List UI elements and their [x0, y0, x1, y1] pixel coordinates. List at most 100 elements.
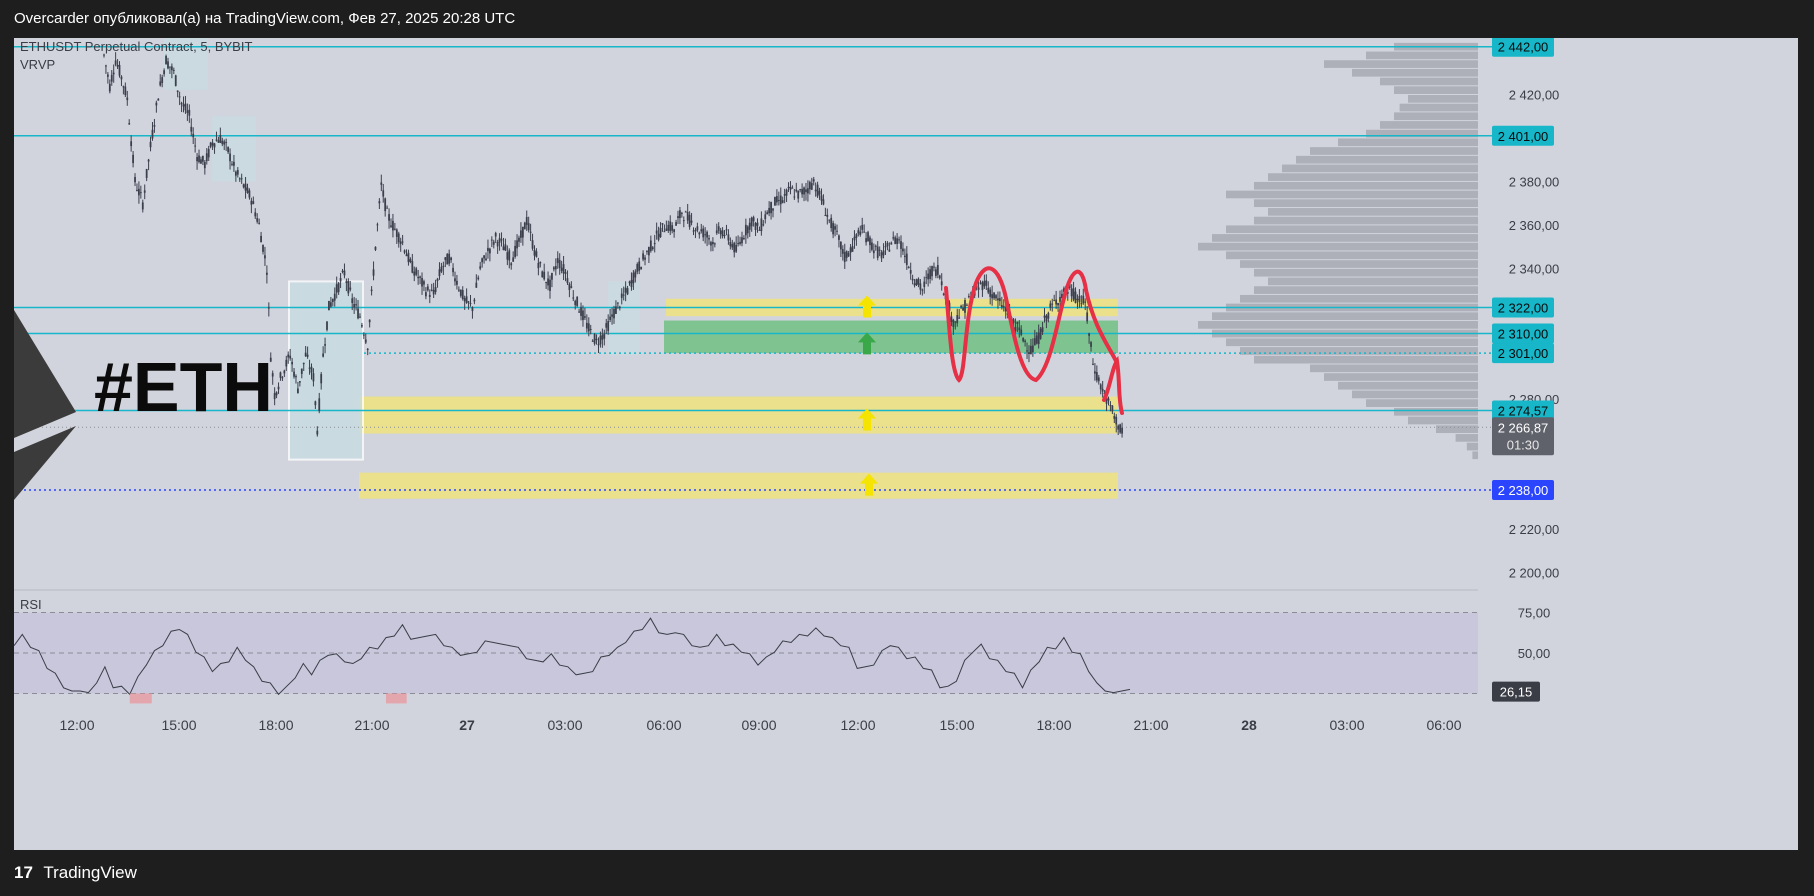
publisher-header: Overcarder опубликовал(а) на TradingView…	[0, 0, 1814, 38]
candle-body	[372, 269, 375, 276]
candle-body	[339, 278, 342, 282]
candle-body	[341, 270, 344, 272]
candle-body	[180, 102, 183, 105]
candle-body	[861, 225, 864, 230]
candle-body	[760, 218, 763, 232]
candle-body	[444, 257, 447, 260]
candle-body	[764, 214, 767, 220]
candle-body	[108, 83, 111, 92]
time-tick-label: 06:00	[1426, 717, 1461, 733]
candle-body	[793, 196, 796, 198]
candle-body	[549, 279, 551, 291]
chart-frame[interactable]: #ETH ETHUSDT Perpetual Contract, 5, BYBI…	[14, 38, 1798, 850]
candle-body	[471, 307, 474, 312]
vrvp-legend[interactable]: VRVP	[20, 57, 55, 72]
candle-body	[925, 277, 928, 279]
candle-body	[201, 155, 204, 162]
candle-body	[436, 278, 439, 281]
candle-body	[863, 231, 866, 233]
candle-body	[537, 262, 540, 269]
candle-body	[456, 280, 458, 285]
volume-profile-bar	[1394, 112, 1478, 121]
candle-body	[287, 354, 290, 358]
candle-body	[134, 177, 136, 183]
symbol-legend[interactable]: ETHUSDT Perpetual Contract, 5, BYBIT	[20, 39, 252, 54]
candle-body	[673, 229, 676, 232]
candle-body	[622, 294, 625, 296]
candle-body	[539, 261, 542, 264]
candle-body	[527, 223, 530, 231]
candle-body	[215, 139, 218, 141]
candle-body	[737, 242, 740, 245]
volume-profile-bar	[1254, 268, 1478, 277]
candle-body	[669, 221, 672, 232]
candle-body	[523, 222, 526, 230]
candle-body	[457, 289, 460, 291]
candle-body	[719, 230, 722, 235]
candle-body	[316, 430, 319, 435]
candle-body	[172, 69, 175, 71]
chart-canvas[interactable]: #ETH ETHUSDT Perpetual Contract, 5, BYBI…	[14, 38, 1798, 850]
candle-body	[708, 238, 710, 240]
candle-body	[644, 257, 646, 260]
volume-profile-bar	[1268, 173, 1478, 181]
candle-body	[898, 239, 900, 241]
candle-body	[816, 184, 819, 197]
candle-body	[469, 302, 472, 304]
rsi-tick-label: 75,00	[1518, 606, 1551, 621]
candle-body	[677, 216, 679, 219]
candle-body	[1049, 303, 1052, 308]
candle-body	[479, 266, 482, 269]
candle-body	[836, 230, 838, 232]
time-axis[interactable]: 12:00 15:00 18:00 21:00 27 03:00 06:00 09:00 12:…	[59, 717, 1461, 733]
candle-body	[872, 250, 875, 254]
volume-profile-bar	[1352, 390, 1478, 399]
candle-body	[675, 222, 677, 226]
candle-body	[213, 143, 216, 148]
candle-body	[979, 282, 982, 284]
candle-body	[374, 246, 377, 250]
candle-body	[297, 388, 299, 394]
candle-body	[900, 241, 902, 249]
candle-body	[859, 231, 862, 236]
candle-body	[634, 271, 637, 278]
candle-body	[607, 321, 610, 332]
volume-profile-bar	[1366, 399, 1478, 407]
candle-body	[653, 243, 656, 245]
zone-yellow	[359, 396, 1118, 434]
candle-body	[556, 257, 559, 264]
rsi-oversold-fill	[386, 693, 407, 704]
price-axis[interactable]: 2 420,002 380,002 360,002 340,002 280,00…	[1509, 88, 1560, 581]
candle-body	[1094, 371, 1096, 374]
candle-body	[630, 279, 633, 288]
candle-body	[440, 266, 443, 272]
eth-logo-icon	[14, 310, 76, 500]
candle-body	[264, 255, 266, 259]
candle-body	[485, 258, 487, 261]
candle-body	[475, 282, 478, 288]
candle-body	[566, 278, 569, 283]
candle-body	[233, 161, 235, 166]
candle-body	[995, 295, 997, 299]
rsi-legend[interactable]: RSI	[20, 597, 42, 612]
time-tick-label: 28	[1241, 717, 1257, 733]
candle-body	[392, 220, 394, 231]
candle-body	[149, 141, 152, 148]
volume-profile-bar	[1436, 425, 1478, 434]
candle-body	[762, 224, 765, 226]
candle-body	[857, 230, 860, 234]
candle-body	[353, 303, 356, 308]
volume-profile-bar	[1198, 242, 1478, 251]
candle-body	[1026, 350, 1028, 352]
candle-body	[1035, 335, 1038, 344]
candle-body	[234, 171, 237, 176]
candle-body	[867, 232, 869, 242]
candle-body	[112, 72, 115, 75]
candle-body	[289, 355, 292, 359]
candle-body	[987, 287, 990, 293]
candle-body	[803, 187, 805, 195]
candle-body	[560, 267, 563, 271]
candle-body	[927, 273, 930, 280]
candle-body	[603, 333, 606, 339]
candle-body	[114, 60, 117, 65]
